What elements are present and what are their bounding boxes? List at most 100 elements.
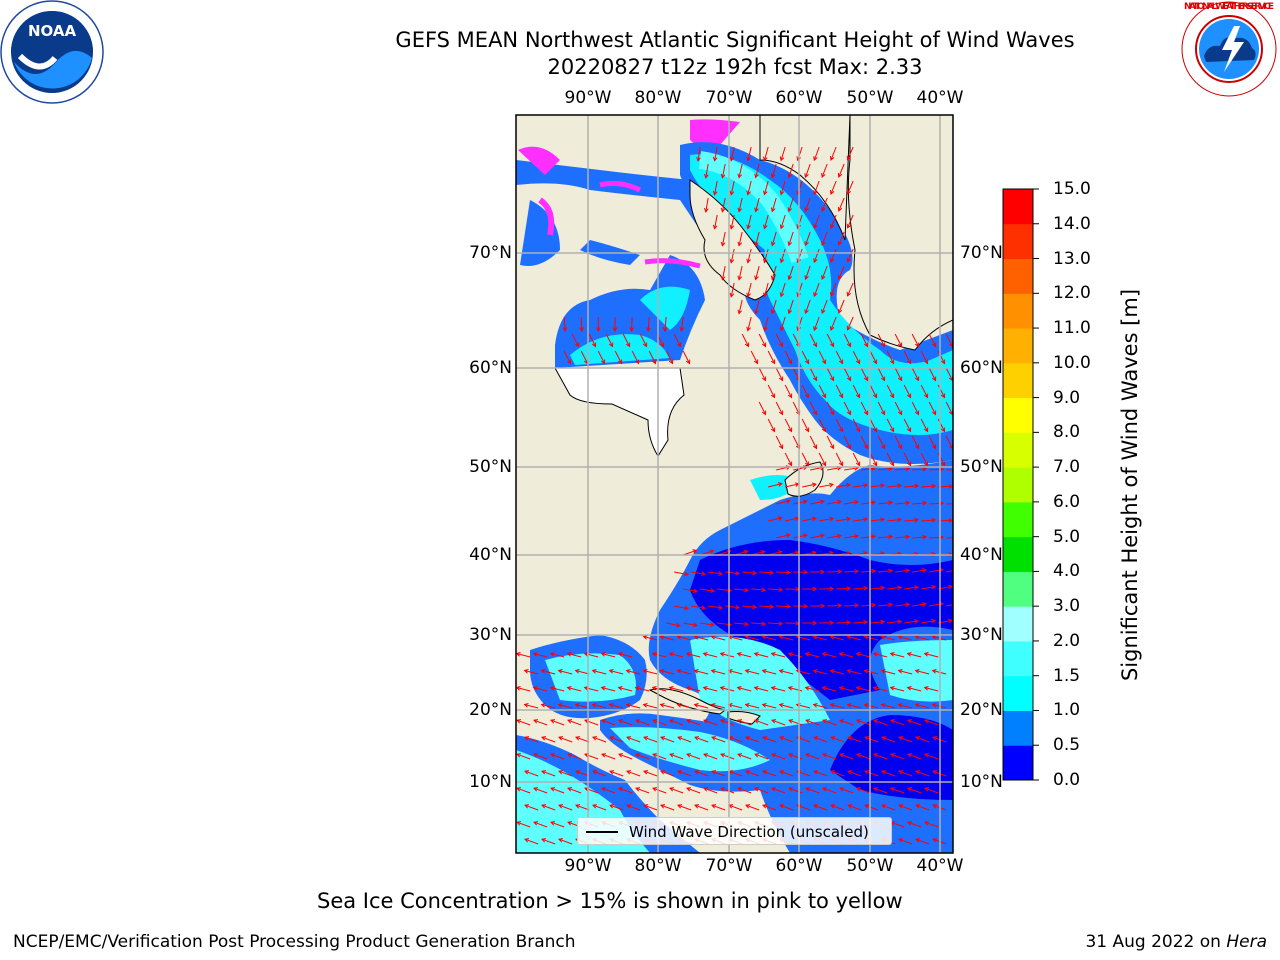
wind-arrow-head [779,804,785,809]
wind-arrow [887,620,902,624]
wind-arrow-head [829,257,835,263]
wind-arrow [700,588,715,592]
wind-arrow [567,753,582,760]
wind-arrow [830,282,837,297]
wind-arrow-head [617,652,623,657]
wind-arrow-head [737,241,743,247]
wind-arrow [609,804,624,811]
colorbar-tick-label: 0.5 [1053,735,1081,756]
wind-arrow [755,231,760,246]
wind-arrow [780,180,786,195]
wind-arrow [852,418,860,432]
wind-arrow-head [805,719,811,724]
wind-arrow-head [609,804,615,809]
wind-arrow [836,621,851,624]
wind-arrow [801,452,809,466]
wind-arrow [890,719,905,726]
wind-arrow [924,787,939,794]
wind-arrow [945,435,953,449]
wind-arrow [775,333,783,347]
wind-arrow-head [804,309,809,315]
wind-arrow [533,719,548,726]
wind-arrow [793,534,807,539]
wind-arrow-head [880,410,886,416]
wind-arrow [788,787,803,794]
wind-arrow-head [907,821,913,826]
wind-arrow-head [660,736,666,741]
wind-arrow-head [704,207,709,213]
wind-arrow [945,367,953,381]
wind-arrow [711,704,726,709]
wind-arrow-head [779,770,785,775]
wind-arrow [788,653,803,658]
wind-arrow [907,753,922,760]
wind-arrow-head [915,770,921,775]
wind-arrow-head [871,534,877,539]
lon-label-top: 70°W [705,88,753,108]
wind-arrow [567,653,582,658]
wind-arrow-head [897,635,903,640]
wind-arrow-head [846,155,852,161]
wind-arrow [853,518,868,522]
wind-arrow-head [829,669,835,674]
wind-arrow [711,770,726,777]
wind-arrow-head [778,621,784,626]
wind-arrow [821,299,828,314]
wind-arrow [821,197,828,212]
wind-arrow-head [906,359,912,365]
wind-arrow [830,316,837,331]
wind-arrow-head [787,652,793,657]
wind-arrow [830,770,845,777]
wind-arrow [861,535,876,539]
wind-arrow [801,418,809,432]
wind-arrow [686,687,701,692]
lon-label-bottom: 50°W [846,856,894,876]
wind-arrow-head [846,516,852,522]
wind-arrow-head [761,669,767,674]
wind-arrow [907,687,922,692]
wind-arrow-head [652,719,658,724]
wind-arrow-head [837,274,843,280]
wind-arrow-head [746,224,751,230]
wind-arrow [643,636,658,641]
wind-arrow-head [660,770,666,775]
map-frame [515,114,954,854]
wind-arrow [843,435,851,449]
wind-arrow-head [931,635,937,640]
wind-arrow [809,435,817,449]
wind-arrow-head [737,719,743,724]
wind-arrow-head [829,620,835,626]
wind-arrow [912,502,927,505]
wind-arrow [869,452,877,466]
wind-arrow-head [574,703,580,708]
wind-arrow-head [769,604,775,610]
wind-arrow [754,719,769,726]
wind-arrow-head [837,172,843,178]
wind-arrow-head [746,292,751,298]
wind-arrow-head [812,669,818,674]
wind-arrow [878,570,893,573]
wind-arrow [609,670,624,675]
wind-arrow-head [856,753,862,758]
wind-arrow [558,704,573,709]
wind-arrow-head [778,669,784,674]
wind-arrow-head [813,190,818,196]
wind-arrow [805,753,820,760]
wind-arrow [618,653,633,658]
wind-arrow [822,687,837,692]
wind-arrow-head [923,686,929,691]
wind-arrow-head [625,669,631,674]
wind-arrow-head [788,719,794,724]
wind-arrow [801,350,809,364]
wind-arrow [945,333,953,347]
wind-arrow-head [830,736,836,741]
wind-arrow-head [744,342,750,348]
wind-arrow-head [813,292,818,298]
wind-arrow [946,570,953,573]
colorbar-tick-label: 7.0 [1053,457,1081,478]
wind-arrow [847,180,854,195]
wind-arrow [920,418,928,432]
wind-arrow-head [778,342,784,348]
wind-arrow-head [821,241,826,247]
wind-arrow-head [524,804,530,809]
